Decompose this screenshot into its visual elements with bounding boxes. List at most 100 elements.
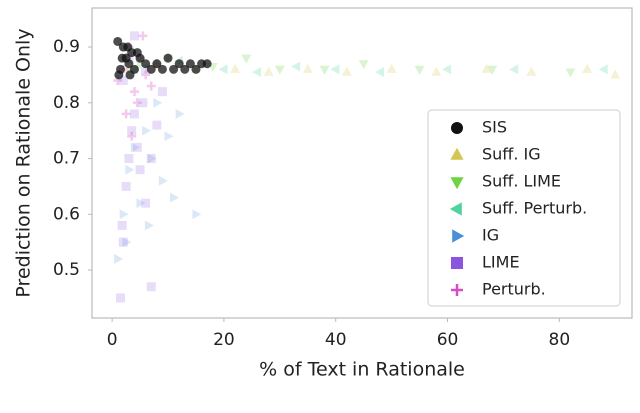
data-point — [121, 109, 131, 119]
data-point — [169, 64, 179, 74]
data-point — [509, 64, 519, 75]
data-point — [157, 87, 167, 97]
x-tick-label: 80 — [549, 330, 571, 350]
data-point — [129, 109, 139, 119]
y-tick-label: 0.6 — [53, 204, 80, 224]
legend-marker — [450, 177, 464, 190]
data-point — [141, 198, 151, 208]
x-axis-label: % of Text in Rationale — [259, 359, 465, 381]
data-point — [164, 131, 174, 142]
data-point — [138, 98, 148, 108]
legend-marker — [452, 229, 465, 243]
data-point — [123, 42, 133, 52]
data-point — [319, 65, 330, 75]
y-tick-label: 0.7 — [53, 149, 80, 169]
data-point — [302, 63, 313, 73]
data-point — [127, 131, 137, 141]
legend-text: Suff. LIME — [482, 172, 561, 191]
data-point — [141, 70, 151, 80]
data-point — [125, 164, 135, 175]
legend-marker — [451, 257, 463, 269]
data-point — [431, 66, 442, 76]
data-point — [146, 154, 156, 164]
y-tick-label: 0.5 — [53, 260, 80, 280]
data-point — [170, 192, 180, 203]
data-point — [121, 181, 131, 191]
legend-text: IG — [482, 226, 499, 245]
data-point — [230, 63, 241, 73]
x-tick-label: 60 — [437, 330, 459, 350]
data-point — [132, 98, 142, 108]
data-point — [113, 36, 123, 46]
data-point — [163, 53, 173, 63]
data-point — [114, 70, 124, 80]
data-point — [138, 31, 148, 41]
data-point — [263, 66, 274, 76]
data-point — [386, 63, 397, 73]
data-point — [122, 237, 132, 248]
y-axis-label: Prediction on Rationale Only — [13, 28, 35, 297]
data-point — [487, 65, 498, 75]
data-point — [442, 64, 452, 75]
plot-frame — [91, 7, 633, 319]
data-point — [582, 63, 593, 73]
data-point — [330, 64, 340, 75]
data-point — [129, 87, 139, 97]
legend-marker — [449, 202, 462, 216]
data-point — [127, 126, 137, 136]
data-point — [185, 59, 195, 69]
data-point — [146, 64, 156, 74]
data-point — [175, 108, 185, 119]
legend-text: Suff. Perturb. — [482, 199, 587, 218]
data-point — [132, 48, 142, 58]
legend-marker — [451, 122, 463, 134]
data-point — [152, 59, 162, 69]
data-point — [135, 165, 145, 175]
data-point — [144, 220, 154, 231]
data-point — [180, 64, 190, 74]
data-point — [241, 54, 252, 64]
data-point — [132, 142, 142, 152]
data-point — [152, 120, 162, 130]
data-point — [146, 81, 156, 91]
y-tick-label: 0.9 — [53, 37, 80, 57]
data-point — [174, 59, 184, 69]
legend-text: Perturb. — [482, 280, 546, 299]
legend-text: Suff. IG — [482, 145, 541, 164]
data-point — [598, 64, 608, 75]
x-tick-label: 40 — [325, 330, 347, 350]
data-point — [117, 220, 127, 230]
data-point — [124, 154, 134, 164]
data-point — [157, 64, 167, 74]
data-point — [414, 65, 425, 75]
data-point — [117, 53, 127, 63]
legend-text: SIS — [482, 118, 507, 137]
data-point — [158, 175, 168, 186]
data-point — [141, 64, 151, 74]
data-point — [526, 66, 537, 76]
data-point — [291, 61, 301, 72]
data-point — [252, 67, 262, 78]
data-point — [341, 66, 352, 76]
y-tick-label: 0.8 — [53, 93, 80, 113]
data-point — [146, 282, 156, 292]
legend-marker — [450, 147, 464, 160]
data-point — [192, 209, 202, 220]
data-point — [218, 64, 228, 75]
data-point — [118, 237, 128, 247]
x-tick-label: 0 — [107, 330, 118, 350]
data-point — [274, 65, 285, 75]
data-point — [202, 59, 212, 69]
data-point — [124, 59, 134, 69]
data-point — [358, 60, 369, 70]
data-point — [153, 97, 163, 108]
data-point — [141, 59, 151, 69]
data-point — [116, 293, 126, 303]
data-point — [191, 64, 201, 74]
data-point — [147, 153, 157, 164]
data-point — [142, 125, 152, 136]
legend-marker — [451, 284, 463, 296]
data-point — [129, 31, 139, 41]
legend-box — [427, 109, 621, 307]
